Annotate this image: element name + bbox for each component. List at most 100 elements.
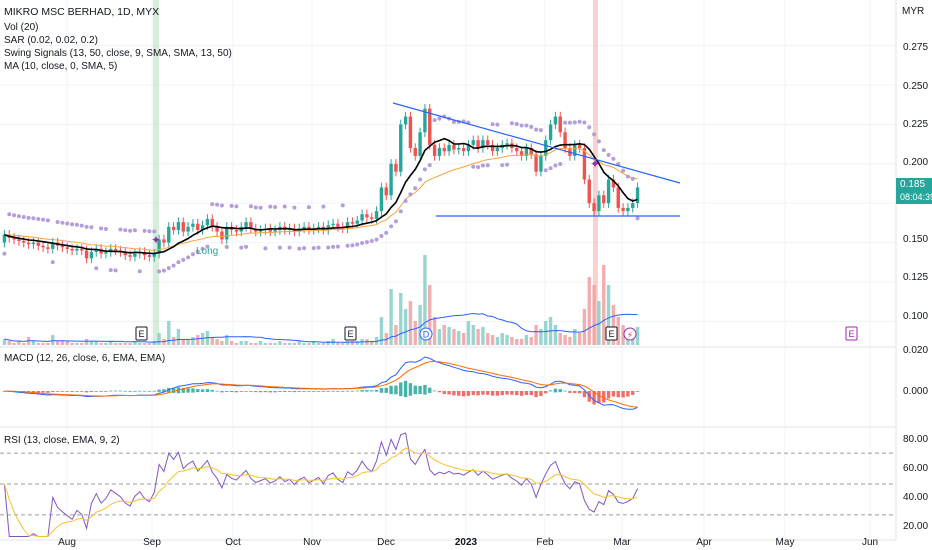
volume-bar [403, 309, 408, 345]
volume-bar [515, 339, 519, 345]
sar-dot [74, 222, 79, 227]
candle-body [486, 140, 490, 145]
sar-dot [630, 176, 635, 181]
rsi-pane-label[interactable]: RSI (13, close, EMA, 9, 2) [4, 435, 120, 446]
candlestick-series[interactable] [2, 103, 640, 264]
candle-body [437, 148, 442, 156]
candle-body [200, 225, 205, 230]
macd-histogram-bar [486, 391, 490, 395]
volume-ma-path [4, 312, 638, 343]
macd-histogram-bar [312, 391, 316, 392]
sar-dot [398, 209, 403, 214]
sar-dot [273, 204, 278, 209]
sar-dot [534, 127, 539, 132]
volume-bar [442, 325, 446, 345]
volume-bar [225, 335, 229, 345]
sell-signal-band [593, 0, 598, 345]
time-tick-label: Nov [303, 537, 321, 548]
symbol-title[interactable]: MIKRO MSC BERHAD, 1D, MYX [4, 6, 160, 18]
event-markers[interactable]: E E E E D ⚡ [135, 326, 858, 341]
sar-dot [16, 214, 21, 219]
sar-dot [514, 121, 519, 126]
volume-bar [55, 341, 60, 345]
volume-bar [123, 343, 127, 345]
volume-bar [258, 341, 263, 345]
sar-dot [582, 120, 587, 125]
sar-dot [635, 216, 640, 221]
candle-body [558, 116, 562, 133]
volume-bar [519, 339, 524, 345]
sar-dot [393, 219, 398, 224]
candle-body [210, 218, 214, 227]
sar-dot [432, 118, 437, 123]
rsi-tick-label: 20.00 [903, 521, 928, 532]
sar-dot [99, 226, 104, 231]
indicator-label-ma[interactable]: MA (10, close, 0, SMA, 5) [4, 61, 118, 72]
volume-bar [326, 341, 330, 345]
macd-histogram-bar [186, 388, 190, 393]
earnings-marker-future: E [845, 326, 858, 341]
candle-body [631, 203, 635, 208]
candle-body [128, 255, 132, 257]
time-axis[interactable]: Aug Sep Oct Nov Dec 2023 Feb Mar Apr May Jun [58, 537, 878, 548]
sar-dot [490, 122, 495, 127]
indicator-label-sar[interactable]: SAR (0.02, 0.02, 0.2) [4, 35, 98, 46]
volume-bar [529, 337, 533, 345]
volume-bar [408, 301, 413, 345]
macd-histogram-bar [577, 391, 582, 394]
candle-body [360, 214, 364, 221]
macd-histogram-bar [568, 391, 572, 393]
volume-bar [283, 343, 287, 345]
macd-histogram-bar [118, 390, 123, 392]
macd-histogram-bar [278, 391, 282, 392]
volume-bar [370, 341, 374, 345]
candle-body [26, 242, 31, 245]
sar-dot [2, 251, 7, 256]
sar-dot [427, 163, 432, 168]
candle-body [606, 179, 611, 204]
sar-dot [369, 239, 374, 244]
sar-dot [215, 202, 220, 207]
sar-dot [205, 244, 210, 249]
sar-dot [171, 263, 176, 268]
macd-histogram-bar [181, 387, 185, 393]
sar-dot [485, 163, 490, 168]
candle-body [355, 220, 359, 224]
volume-ma-line [4, 312, 638, 343]
trend-lines[interactable] [392, 102, 681, 217]
macd-histogram-bar [268, 391, 272, 393]
indicator-label-swing[interactable]: Swing Signals (13, 50, close, 9, SMA, SM… [4, 48, 232, 59]
candle-body [186, 226, 190, 232]
candle-body [524, 148, 529, 156]
candle-body [273, 229, 277, 232]
candle-body [616, 187, 620, 208]
candle-body [365, 214, 369, 218]
price-axis[interactable]: MYR0.2750.2500.2250.2000.1750.1500.1250.… [902, 6, 928, 532]
sar-dot [190, 252, 195, 257]
candle-body [196, 223, 200, 230]
volume-bar [558, 333, 562, 345]
sar-dot [128, 228, 133, 233]
indicator-label-vol[interactable]: Vol (20) [4, 22, 39, 33]
macd-histogram-bar [142, 390, 147, 392]
volume-bar [186, 339, 190, 345]
macd-histogram-bar [606, 391, 611, 399]
macd-histogram-bar [138, 390, 142, 392]
sar-dot [55, 219, 60, 224]
macd-histogram-bar [162, 389, 166, 393]
candle-body [123, 252, 127, 256]
volume-bar [80, 343, 84, 345]
sar-dot [152, 229, 157, 234]
price-tick-label: 0.150 [903, 234, 928, 245]
macd-histogram-bar [442, 391, 446, 395]
price-tick-label: 0.275 [903, 42, 928, 53]
volume-bar [263, 343, 268, 345]
time-tick-label: 2023 [455, 537, 478, 548]
rsi-tick-label: 40.00 [903, 492, 928, 503]
sar-dot [89, 225, 94, 230]
candle-body [374, 211, 379, 219]
sar-dot [355, 242, 360, 247]
volume-bar [616, 317, 620, 345]
macd-pane-label[interactable]: MACD (12, 26, close, 6, EMA, EMA) [4, 353, 166, 364]
